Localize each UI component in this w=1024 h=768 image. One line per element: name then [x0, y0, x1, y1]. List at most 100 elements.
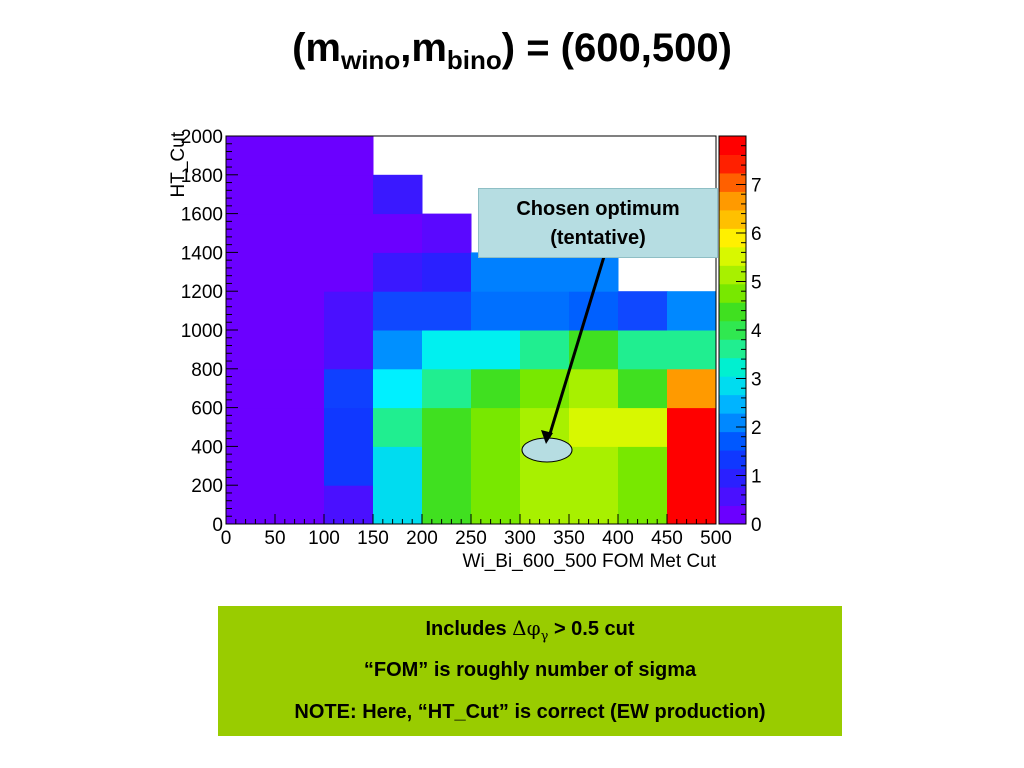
heatmap-cell	[422, 291, 472, 331]
heatmap-cell	[373, 485, 423, 525]
callout-arrowhead	[541, 430, 553, 444]
palette-swatch	[719, 172, 746, 192]
palette-swatch	[719, 136, 746, 155]
title-close: ) = (600,500)	[501, 26, 732, 70]
y-tick-label: 1000	[181, 321, 223, 342]
callout-line-2: (tentative)	[550, 227, 646, 249]
heatmap-cell	[471, 330, 521, 370]
note-line-1: Includes Δφγ > 0.5 cut	[218, 614, 842, 656]
heatmap-cell	[373, 213, 423, 253]
palette-swatch	[719, 468, 746, 488]
palette-swatch	[719, 320, 746, 340]
y-tick-label: 200	[191, 476, 223, 497]
heatmap-cell	[373, 174, 423, 215]
heatmap-cell	[667, 368, 717, 409]
x-tick-label: 500	[700, 528, 732, 549]
y-axis-title: HT_Cut	[168, 131, 189, 197]
heatmap-cell	[373, 407, 423, 447]
z-tick-label: 3	[751, 370, 762, 391]
palette-swatch	[719, 209, 746, 229]
y-tick-label: 1400	[181, 243, 223, 264]
y-tick-label: 1800	[181, 166, 223, 187]
heatmap-cell	[226, 368, 276, 409]
heatmap-cell	[324, 136, 374, 176]
heatmap-cell	[226, 291, 276, 331]
heatmap-cell	[618, 330, 668, 370]
heatmap-cell	[275, 174, 325, 215]
heatmap-cell	[422, 213, 472, 253]
heatmap-cell	[569, 485, 619, 525]
heatmap-cell	[275, 446, 325, 486]
heatmap-cell	[422, 407, 472, 447]
z-tick-label: 7	[751, 176, 762, 197]
axes: 0 50 100 150 200 250 300 350 400 450 500 0 200 400 600…	[181, 127, 732, 549]
heatmap-cell	[275, 252, 325, 292]
heatmap-cell	[422, 368, 472, 409]
note-line-2: “FOM” is roughly number of sigma	[363, 659, 697, 681]
x-tick-label: 450	[651, 528, 683, 549]
heatmap-cell	[422, 485, 472, 525]
heatmap-cell	[226, 446, 276, 486]
heatmap-cell	[520, 330, 570, 370]
x-tick-label: 0	[221, 528, 232, 549]
heatmap-cell	[569, 330, 619, 370]
heatmap-cell	[667, 485, 717, 525]
title-mid: ,m	[400, 26, 447, 70]
heatmap-cell	[275, 485, 325, 525]
x-tick-label: 50	[264, 528, 285, 549]
heatmap-cell	[618, 485, 668, 525]
heatmap-cell	[324, 174, 374, 215]
color-scale: 0 1 2 3 4 5 6 7	[718, 135, 762, 536]
heatmap-cell	[226, 330, 276, 370]
heatmap-cell	[569, 368, 619, 409]
palette-swatch	[719, 376, 746, 396]
heatmap-cell	[520, 252, 570, 292]
x-tick-label: 400	[602, 528, 634, 549]
heatmap-cells	[226, 136, 717, 525]
heatmap-cell	[471, 485, 521, 525]
x-tick-label: 100	[308, 528, 340, 549]
heatmap-cell	[667, 407, 717, 447]
heatmap-cell	[422, 446, 472, 486]
note-line-3: NOTE: Here, “HT_Cut” is correct (EW prod…	[294, 701, 766, 723]
palette-swatch	[719, 357, 746, 377]
palette-swatch	[719, 191, 746, 211]
palette-swatch	[719, 246, 746, 266]
heatmap-cell	[520, 368, 570, 409]
heatmap-cell	[275, 407, 325, 447]
callout-arrow	[547, 249, 608, 438]
note-1-prefix: Includes	[425, 618, 513, 640]
heatmap-cell	[324, 368, 374, 409]
z-tick-label: 4	[751, 321, 762, 342]
heatmap-cell	[471, 291, 521, 331]
heatmap-cell	[324, 407, 374, 447]
note-1-suffix: > 0.5 cut	[548, 618, 635, 640]
heatmap-cell	[471, 252, 521, 292]
y-tick-label: 1200	[181, 282, 223, 303]
callout-line-1: Chosen optimum	[516, 198, 680, 220]
heatmap-cell	[471, 407, 521, 447]
palette-swatch	[719, 431, 746, 451]
x-tick-label: 150	[357, 528, 389, 549]
palette-swatch	[719, 394, 746, 414]
heatmap-cell	[667, 446, 717, 486]
palette-swatch	[719, 450, 746, 470]
delta-symbol: Δ	[512, 616, 527, 640]
z-tick-label: 6	[751, 224, 762, 245]
heatmap-cell	[373, 330, 423, 370]
heatmap-cell	[275, 291, 325, 331]
heatmap-cell	[569, 291, 619, 331]
heatmap-cell	[373, 291, 423, 331]
z-tick-label: 5	[751, 273, 762, 294]
palette-swatch	[719, 228, 746, 248]
x-tick-label: 200	[406, 528, 438, 549]
heatmap-cell	[226, 174, 276, 215]
heatmap-cell	[618, 368, 668, 409]
heatmap-cell	[324, 330, 374, 370]
y-tick-label: 800	[191, 360, 223, 381]
y-tick-label: 1600	[181, 205, 223, 226]
heatmap-cell	[569, 446, 619, 486]
palette-swatch	[719, 302, 746, 322]
heatmap-cell	[324, 446, 374, 486]
heatmap-cell	[618, 446, 668, 486]
